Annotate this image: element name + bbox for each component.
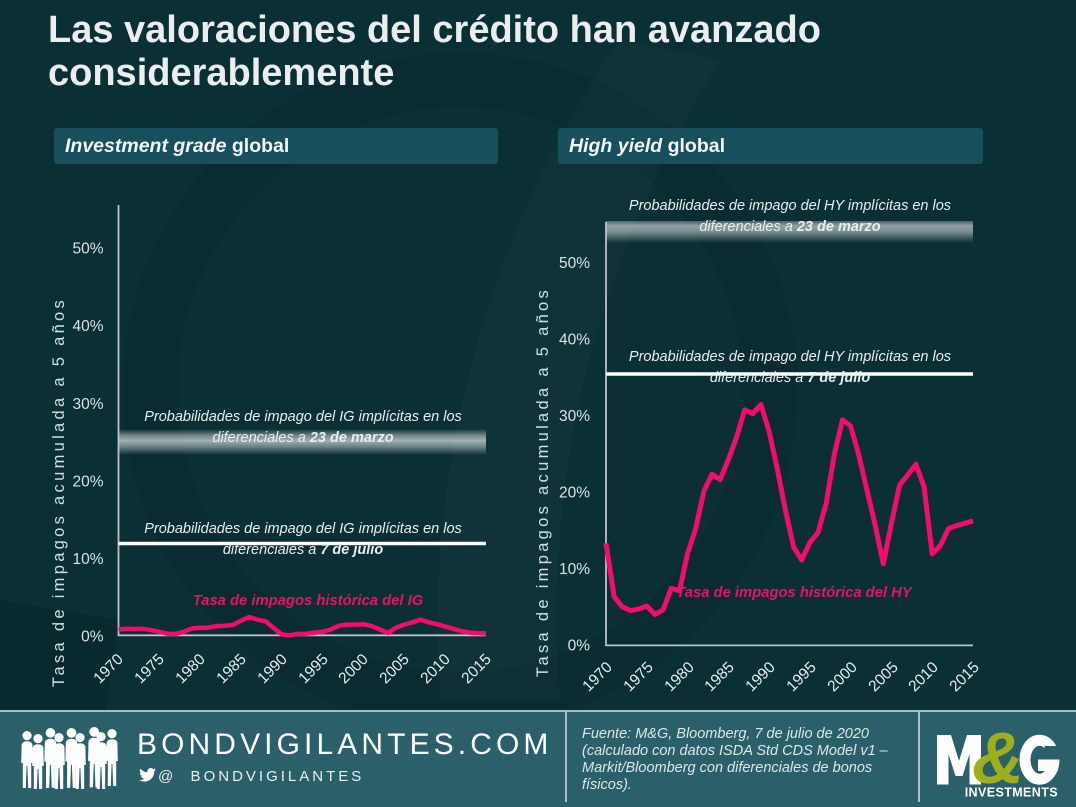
svg-text:2005: 2005 bbox=[865, 659, 901, 695]
svg-text:1995: 1995 bbox=[783, 659, 819, 695]
svg-text:diferenciales a 7 de julio: diferenciales a 7 de julio bbox=[223, 542, 384, 558]
svg-text:40%: 40% bbox=[559, 332, 590, 349]
svg-text:50%: 50% bbox=[72, 241, 103, 258]
svg-text:2005: 2005 bbox=[376, 651, 412, 687]
svg-text:20%: 20% bbox=[72, 474, 103, 491]
svg-text:&: & bbox=[972, 719, 1024, 799]
svg-text:40%: 40% bbox=[72, 318, 103, 335]
svg-text:1980: 1980 bbox=[661, 659, 698, 696]
svg-text:Tasa de impagos acumulada a 5: Tasa de impagos acumulada a 5 años bbox=[534, 287, 552, 677]
svg-text:1985: 1985 bbox=[213, 651, 249, 687]
svg-text:1995: 1995 bbox=[295, 651, 331, 687]
svg-text:Tasa de impagos histórica del: Tasa de impagos histórica del IG bbox=[193, 593, 424, 609]
svg-text:1975: 1975 bbox=[131, 651, 167, 687]
svg-text:Probabilidades de impago del H: Probabilidades de impago del HY implícit… bbox=[629, 349, 951, 365]
svg-text:0%: 0% bbox=[568, 638, 591, 655]
svg-text:30%: 30% bbox=[559, 408, 590, 425]
svg-text:Probabilidades de impago del I: Probabilidades de impago del IG implícit… bbox=[144, 521, 462, 537]
svg-text:0%: 0% bbox=[81, 629, 104, 646]
svg-text:1985: 1985 bbox=[701, 659, 737, 695]
svg-text:Tasa de impagos histórica del: Tasa de impagos histórica del HY bbox=[676, 585, 913, 601]
svg-text:2015: 2015 bbox=[946, 659, 982, 695]
svg-text:diferenciales a 23 de marzo: diferenciales a 23 de marzo bbox=[699, 219, 880, 235]
svg-text:1970: 1970 bbox=[90, 651, 127, 688]
svg-text:2010: 2010 bbox=[417, 651, 454, 688]
svg-text:2000: 2000 bbox=[335, 651, 372, 688]
svg-text:10%: 10% bbox=[559, 561, 590, 578]
svg-text:1975: 1975 bbox=[620, 659, 656, 695]
svg-text:1970: 1970 bbox=[579, 659, 616, 696]
svg-text:Probabilidades de impago del H: Probabilidades de impago del HY implícit… bbox=[629, 198, 951, 214]
svg-text:diferenciales a 23 de marzo: diferenciales a 23 de marzo bbox=[212, 430, 393, 446]
svg-text:30%: 30% bbox=[72, 396, 103, 413]
svg-text:50%: 50% bbox=[559, 255, 590, 272]
svg-text:2000: 2000 bbox=[824, 659, 861, 696]
svg-text:1980: 1980 bbox=[172, 651, 209, 688]
svg-text:10%: 10% bbox=[72, 551, 103, 568]
svg-text:1990: 1990 bbox=[742, 659, 779, 696]
svg-text:2010: 2010 bbox=[905, 659, 942, 696]
svg-text:2015: 2015 bbox=[458, 651, 494, 687]
svg-text:Probabilidades de impago del I: Probabilidades de impago del IG implícit… bbox=[144, 409, 462, 425]
svg-text:INVESTMENTS: INVESTMENTS bbox=[965, 786, 1058, 800]
svg-text:20%: 20% bbox=[559, 485, 590, 502]
svg-text:1990: 1990 bbox=[254, 651, 291, 688]
svg-text:Tasa de impagos acumulada a 5: Tasa de impagos acumulada a 5 años bbox=[50, 297, 68, 687]
svg-text:diferenciales a 7 de julio: diferenciales a 7 de julio bbox=[710, 370, 871, 386]
